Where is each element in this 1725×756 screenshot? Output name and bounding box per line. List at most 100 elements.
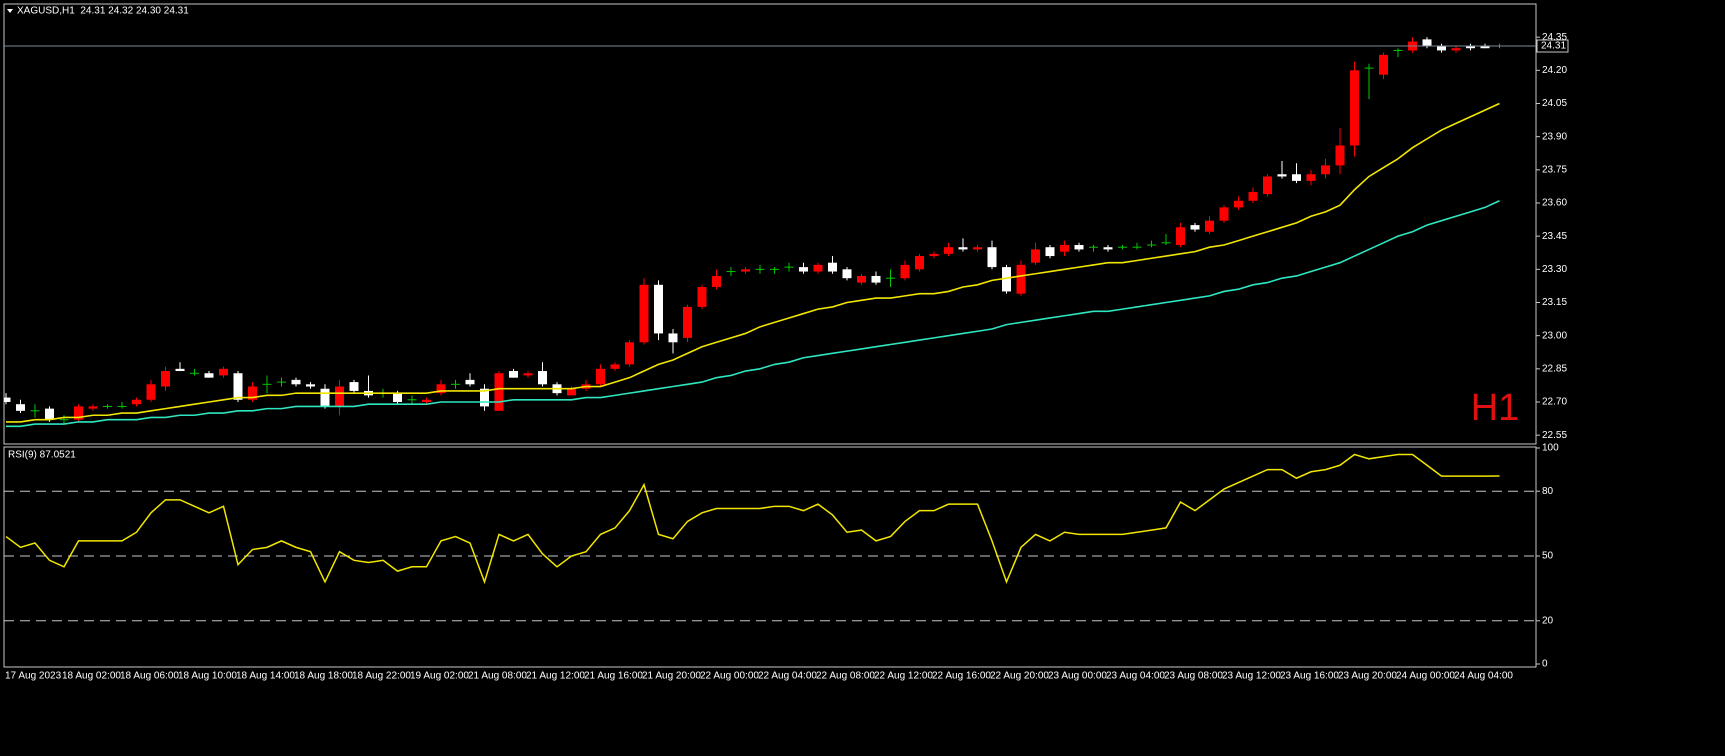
candle-body xyxy=(233,373,243,400)
candle-body xyxy=(1190,225,1200,230)
x-tick-label: 23 Aug 12:00 xyxy=(1222,671,1281,682)
y-tick-label: 23.90 xyxy=(1542,131,1567,142)
candle-body xyxy=(538,371,547,385)
candle-body xyxy=(1176,227,1185,246)
candle-body xyxy=(857,275,866,283)
candle-body xyxy=(509,371,518,378)
candle-body xyxy=(973,247,982,250)
candle-body xyxy=(1350,70,1359,146)
candle-body xyxy=(248,386,257,400)
x-tick-label: 22 Aug 16:00 xyxy=(932,671,991,682)
x-tick-label: 18 Aug 14:00 xyxy=(236,671,295,682)
candle-body xyxy=(291,379,301,385)
candle-body xyxy=(987,247,997,268)
candle-body xyxy=(567,388,576,396)
timeframe-label: H1 xyxy=(1471,387,1520,429)
x-tick-label: 21 Aug 12:00 xyxy=(526,671,585,682)
rsi-panel-frame xyxy=(3,446,1537,668)
rsi-plot xyxy=(4,453,1536,622)
moving-average xyxy=(6,200,1500,428)
y-tick-label: 23.30 xyxy=(1542,264,1567,275)
candle-body xyxy=(871,275,881,283)
candle-body xyxy=(1437,46,1446,51)
candle-body xyxy=(1277,174,1287,177)
candle-body xyxy=(1335,145,1345,166)
candle-body xyxy=(842,269,852,279)
candle-body xyxy=(1263,176,1272,195)
candle-body xyxy=(1205,220,1214,232)
x-tick-label: 18 Aug 06:00 xyxy=(120,671,179,682)
moving-average xyxy=(6,102,1500,423)
candle-body xyxy=(1451,48,1461,51)
candle-body xyxy=(625,342,634,365)
candle-body xyxy=(1422,39,1432,47)
candle-body xyxy=(1074,245,1084,250)
y-tick-label: 22.55 xyxy=(1542,430,1567,441)
y-tick-label: 23.00 xyxy=(1542,330,1567,341)
x-tick-label: 23 Aug 00:00 xyxy=(1048,671,1107,682)
candle-body xyxy=(436,384,446,394)
candle-body xyxy=(45,408,54,420)
y-tick-label: 20 xyxy=(1542,615,1554,626)
candle-body xyxy=(610,364,620,369)
y-tick-label: 23.60 xyxy=(1542,198,1567,209)
candle-body xyxy=(683,306,692,338)
y-tick-label: 24.20 xyxy=(1542,65,1567,76)
x-tick-label: 23 Aug 08:00 xyxy=(1164,671,1223,682)
y-tick-label: 23.75 xyxy=(1542,164,1567,175)
candle-body xyxy=(1031,249,1040,263)
chart-title: XAGUSD,H1 24.31 24.32 24.30 24.31 xyxy=(17,6,189,17)
candle-body xyxy=(1292,174,1301,181)
candle-body xyxy=(1306,174,1316,181)
current-price-label: 24.31 xyxy=(1541,41,1566,52)
candle-body xyxy=(958,247,968,250)
candle-body xyxy=(813,264,823,272)
x-tick-label: 22 Aug 00:00 xyxy=(700,671,759,682)
x-tick-label: 21 Aug 08:00 xyxy=(468,671,527,682)
x-tick-label: 19 Aug 02:00 xyxy=(410,671,469,682)
axes: 22.55 22.70 22.85 23.00 23.15 23.30 23.45 23.60… xyxy=(5,32,1569,682)
candle-body xyxy=(349,382,359,391)
candle-body xyxy=(900,264,910,279)
candle-body xyxy=(422,399,431,402)
candle-body xyxy=(1321,165,1330,175)
x-tick-label: 24 Aug 04:00 xyxy=(1454,671,1513,682)
candle-body xyxy=(88,406,98,409)
candle-body xyxy=(668,333,678,343)
x-tick-label: 18 Aug 02:00 xyxy=(62,671,121,682)
candle-body xyxy=(74,406,83,420)
y-tick-label: 0 xyxy=(1542,659,1548,670)
y-tick-label: 23.15 xyxy=(1542,297,1567,308)
candle-body xyxy=(1466,46,1475,49)
candle-body xyxy=(4,397,11,402)
candle-body xyxy=(1045,247,1055,257)
candle-body xyxy=(146,384,156,400)
y-tick-label: 80 xyxy=(1542,486,1554,497)
candle-body xyxy=(465,379,475,385)
x-tick-label: 21 Aug 16:00 xyxy=(584,671,643,682)
candle-body xyxy=(16,404,25,411)
x-tick-label: 23 Aug 04:00 xyxy=(1106,671,1165,682)
candle-body xyxy=(639,284,649,343)
candle-body xyxy=(1016,264,1026,294)
candle-body xyxy=(494,373,504,411)
y-tick-label: 22.85 xyxy=(1542,363,1567,374)
current-price-box xyxy=(1536,39,1569,53)
candle-body xyxy=(1219,207,1229,221)
x-tick-label: 24 Aug 00:00 xyxy=(1396,671,1455,682)
candle-body xyxy=(596,368,605,385)
x-tick-label: 18 Aug 10:00 xyxy=(178,671,237,682)
x-tick-label: 23 Aug 20:00 xyxy=(1338,671,1397,682)
x-tick-label: 18 Aug 22:00 xyxy=(352,671,411,682)
rsi-title: RSI(9) 87.0521 xyxy=(8,450,76,461)
x-tick-label: 22 Aug 12:00 xyxy=(874,671,933,682)
candle-body xyxy=(915,256,924,270)
x-tick-label: 21 Aug 20:00 xyxy=(642,671,701,682)
symbol-menu-arrow[interactable] xyxy=(7,9,13,13)
main-plot xyxy=(4,37,1536,428)
candle-body xyxy=(204,373,214,378)
candle-body xyxy=(654,284,663,334)
candle-body xyxy=(523,373,533,376)
